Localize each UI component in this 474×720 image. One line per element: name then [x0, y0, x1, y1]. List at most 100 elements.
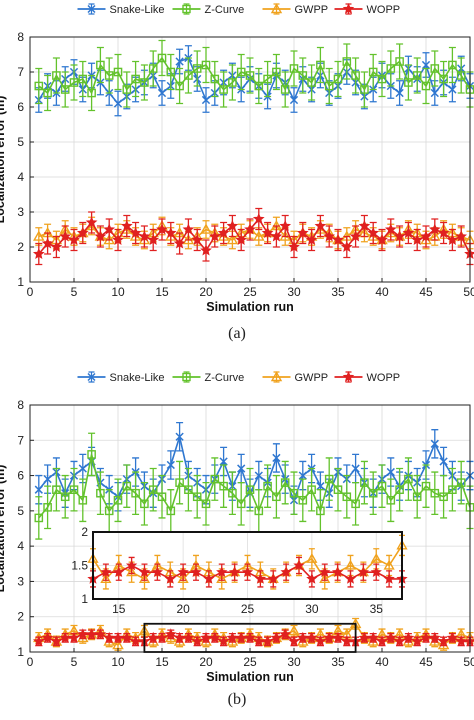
series-z-curve-point	[245, 485, 255, 494]
series-z-curve-point	[52, 71, 61, 80]
series-z-curve-errorbar	[88, 432, 96, 477]
series-z-curve-errorbar	[378, 464, 386, 508]
series-z-curve-errorbar	[404, 457, 412, 501]
series-z-curve-errorbar	[132, 60, 140, 98]
series-z-curve-point	[184, 485, 193, 494]
series-z-curve-errorbar	[211, 60, 219, 98]
legend-marker	[270, 371, 283, 382]
series-snake-like-point	[201, 95, 211, 105]
inset-series-wopp-point	[344, 572, 357, 584]
series-z-curve-point	[113, 495, 123, 505]
series-z-curve-errorbar	[299, 478, 307, 523]
series-wopp-point	[191, 635, 204, 647]
series-wopp-point	[384, 631, 397, 643]
series-z-curve-errorbar	[281, 460, 289, 505]
series-wopp-point	[349, 230, 362, 242]
inset-series-wopp-point	[228, 566, 241, 578]
series-z-curve-point	[245, 71, 255, 80]
series-z-curve-point	[298, 495, 308, 505]
series-snake-like-point	[430, 88, 439, 98]
series-z-curve-errorbar	[369, 53, 377, 91]
series-z-curve-errorbar	[158, 39, 166, 77]
legend-marker	[342, 2, 355, 14]
series-z-curve-point	[166, 506, 176, 516]
series-wopp-point	[384, 223, 397, 235]
series-z-curve-errorbar	[281, 71, 289, 108]
inset-series-wopp-point	[306, 572, 318, 584]
series-snake-like-point	[386, 467, 395, 477]
series-z-curve-errorbar	[44, 485, 52, 530]
series-wopp-point	[261, 226, 274, 238]
inset-series-gwpp-point	[177, 573, 189, 583]
series-z-curve-point	[122, 85, 132, 94]
inset-series-wopp-point	[100, 566, 112, 578]
x-tick-label: 35	[331, 285, 345, 299]
series-z-curve-point	[175, 478, 184, 487]
inset-series-wopp-point	[293, 559, 305, 571]
series-wopp-point	[138, 230, 151, 242]
inset-y-tick-label: 2	[81, 525, 88, 539]
series-z-curve-point	[254, 506, 264, 516]
series-snake-like-point	[113, 99, 123, 108]
series-snake-like-point	[175, 57, 184, 66]
inset-series-gwpp-point	[306, 552, 318, 563]
series-z-curve-point	[236, 67, 246, 77]
series-wopp-point	[208, 631, 221, 643]
y-tick-label: 6	[17, 100, 24, 114]
series-z-curve-errorbar	[387, 50, 395, 87]
series-z-curve-point	[96, 488, 105, 498]
series-wopp-point	[437, 635, 450, 647]
series-z-curve-point	[316, 60, 325, 70]
series-z-curve-errorbar	[44, 74, 52, 112]
series-z-curve-errorbar	[176, 67, 184, 105]
series-z-curve-point	[263, 481, 272, 491]
series-z-curve-point	[272, 67, 281, 77]
series-z-curve-point	[131, 74, 140, 84]
series-z-curve-point	[78, 495, 88, 505]
series-z-curve-point	[404, 474, 413, 484]
series-z-curve-errorbar	[352, 481, 360, 526]
series-z-curve-point	[272, 492, 281, 502]
series-z-curve-point	[368, 488, 378, 498]
series-z-curve-errorbar	[96, 46, 104, 84]
legend-label: Snake-Like	[110, 4, 165, 16]
series-wopp-point	[156, 631, 168, 643]
series-z-curve-point	[395, 485, 404, 494]
series-wopp-point	[226, 219, 239, 231]
legend-marker	[270, 3, 283, 14]
series-z-curve-point	[184, 71, 193, 80]
y-tick-label: 7	[17, 65, 24, 79]
series-z-curve-point	[316, 506, 325, 516]
series-wopp-point	[120, 631, 133, 643]
series-wopp-point	[367, 631, 380, 643]
series-z-curve-errorbar	[35, 496, 43, 540]
y-tick-label: 2	[17, 240, 24, 254]
series-wopp-point	[173, 237, 186, 249]
series-z-curve-errorbar	[396, 43, 404, 80]
series-wopp-point	[164, 226, 177, 238]
series-wopp-point	[402, 226, 415, 238]
series-z-curve-point	[122, 481, 132, 491]
series-z-curve-point	[157, 53, 167, 63]
y-axis-label: Localization error (m)	[0, 96, 7, 224]
series-z-curve-errorbar	[105, 57, 113, 94]
series-z-curve-errorbar	[202, 46, 210, 84]
series-z-curve-point	[60, 85, 70, 94]
inset-plot: 15 20 25 30 35 1 1.5 2	[71, 525, 408, 616]
y-tick-label: 7	[17, 433, 24, 447]
series-z-curve-point	[412, 492, 422, 502]
y-tick-label: 5	[17, 504, 24, 518]
inset-series-wopp-point	[190, 566, 202, 577]
series-z-curve-errorbar	[246, 467, 254, 512]
series-z-curve-point	[201, 499, 211, 509]
series-z-curve-point	[43, 503, 52, 512]
inset-series-wopp-point	[113, 566, 125, 577]
series-wopp-point	[288, 240, 300, 252]
series-z-curve-line	[38, 56, 471, 95]
series-z-curve-point	[324, 474, 334, 484]
legend-label: GWPP	[295, 4, 329, 16]
inset-series-wopp-point	[125, 559, 138, 571]
series-z-curve-point	[280, 478, 290, 487]
series-z-curve-point	[280, 85, 290, 94]
